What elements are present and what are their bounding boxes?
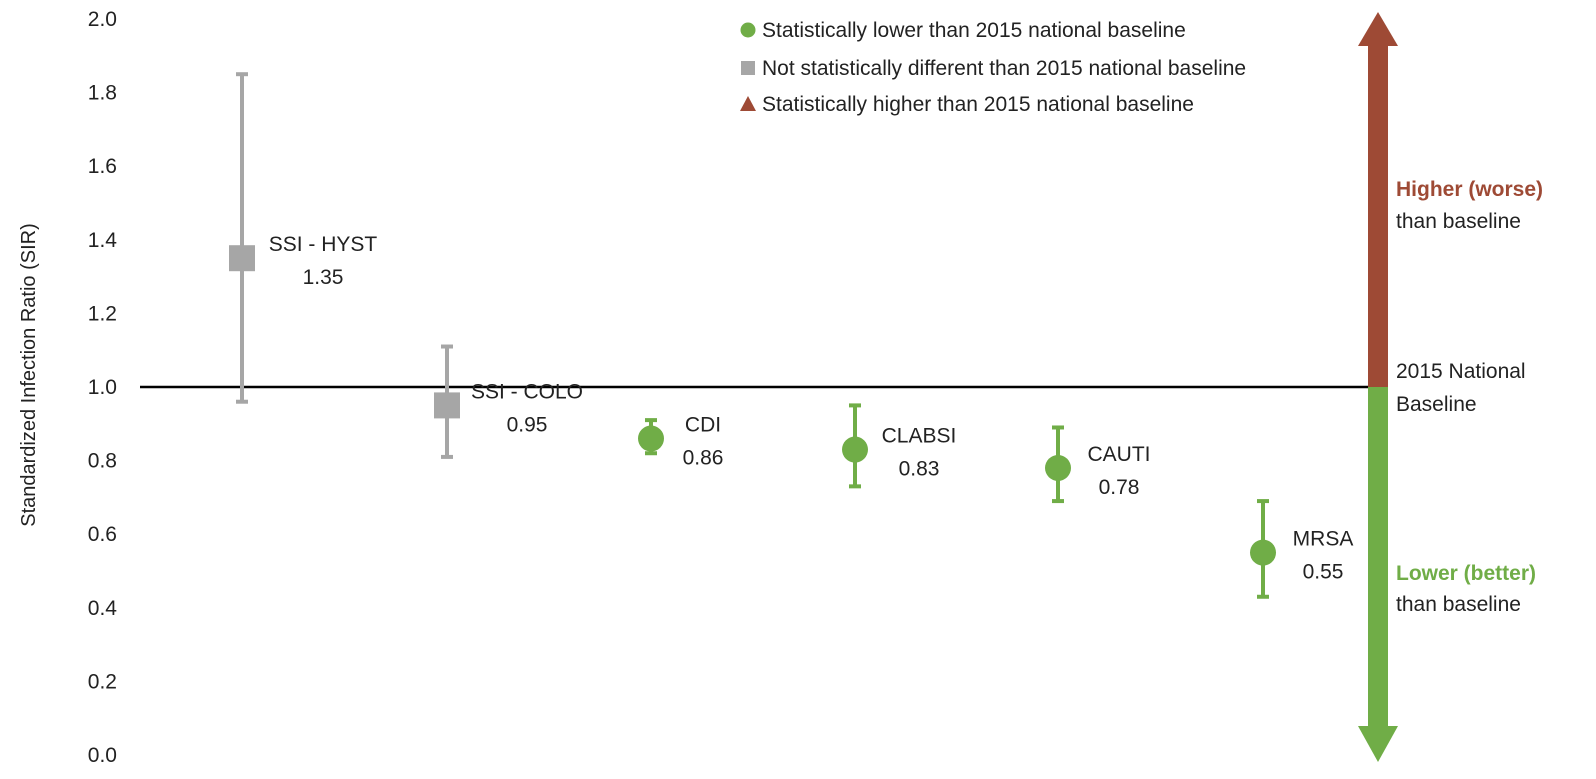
point-name-label: CDI	[685, 414, 721, 437]
circle-marker	[842, 436, 868, 463]
data-point-mrsa: MRSA 0.55	[1250, 499, 1354, 599]
legend-square-marker	[741, 61, 755, 75]
y-tick-label: 0.0	[88, 744, 117, 767]
point-value-label: 1.35	[303, 266, 344, 289]
legend-label: Statistically higher than 2015 national …	[762, 93, 1194, 116]
data-point-cdi: CDI 0.86	[638, 414, 723, 470]
legend-item-higher: Statistically higher than 2015 national …	[740, 93, 1194, 116]
y-axis-ticks: 0.0 0.2 0.4 0.6 0.8 1.0 1.2 1.4 1.6 1.8 2.0	[88, 8, 118, 767]
legend-item-not-different: Not statistically different than 2015 na…	[741, 57, 1246, 80]
legend-triangle-marker	[740, 96, 756, 111]
y-tick-label: 1.2	[88, 302, 117, 325]
point-value-label: 0.55	[1303, 561, 1344, 584]
data-points: SSI - HYST 1.35 SSI - COLO 0.95 CDI 0.86 CLABS…	[229, 72, 1354, 599]
data-point-cauti: CAUTI 0.78	[1045, 425, 1151, 504]
y-tick-label: 1.4	[88, 229, 118, 252]
arrow-shaft-lower	[1368, 387, 1388, 727]
lower-better-label: Lower (better)	[1396, 562, 1536, 585]
arrow-shaft-higher	[1368, 45, 1388, 387]
y-tick-label: 2.0	[88, 8, 117, 31]
point-value-label: 0.95	[507, 413, 548, 436]
point-name-label: CLABSI	[882, 425, 957, 448]
arrow-head-down	[1358, 726, 1398, 762]
legend-circle-marker	[740, 22, 756, 38]
direction-arrow	[1358, 12, 1398, 762]
point-name-label: MRSA	[1293, 528, 1354, 551]
point-name-label: CAUTI	[1088, 443, 1151, 466]
higher-worse-label: Higher (worse)	[1396, 178, 1543, 201]
data-point-clabsi: CLABSI 0.83	[842, 403, 957, 489]
data-point-ssi-colo: SSI - COLO 0.95	[434, 344, 583, 459]
square-marker	[434, 392, 460, 419]
y-tick-label: 1.6	[88, 155, 117, 178]
circle-marker	[1250, 539, 1276, 566]
point-value-label: 0.83	[899, 458, 940, 481]
point-value-label: 0.78	[1099, 476, 1140, 499]
circle-marker	[638, 425, 664, 452]
legend: Statistically lower than 2015 national b…	[740, 19, 1246, 116]
point-name-label: SSI - HYST	[269, 233, 378, 256]
higher-than-baseline-label: than baseline	[1396, 210, 1521, 233]
y-tick-label: 1.0	[88, 376, 117, 399]
data-point-ssi-hyst: SSI - HYST 1.35	[229, 72, 378, 404]
y-tick-label: 0.6	[88, 523, 117, 546]
legend-label: Not statistically different than 2015 na…	[762, 57, 1246, 80]
arrow-head-up	[1358, 12, 1398, 46]
baseline-label-line1: 2015 National	[1396, 360, 1526, 383]
y-tick-label: 1.8	[88, 82, 117, 105]
legend-item-lower: Statistically lower than 2015 national b…	[740, 19, 1186, 42]
y-axis-title: Standardized Infection Ratio (SIR)	[18, 223, 40, 527]
y-tick-label: 0.8	[88, 450, 117, 473]
lower-than-baseline-label: than baseline	[1396, 593, 1521, 616]
baseline-label-line2: Baseline	[1396, 393, 1477, 416]
y-tick-label: 0.2	[88, 670, 117, 693]
circle-marker	[1045, 454, 1071, 481]
point-name-label: SSI - COLO	[471, 380, 583, 403]
y-tick-label: 0.4	[88, 597, 118, 620]
legend-label: Statistically lower than 2015 national b…	[762, 19, 1186, 42]
square-marker	[229, 245, 255, 272]
point-value-label: 0.86	[683, 447, 724, 470]
